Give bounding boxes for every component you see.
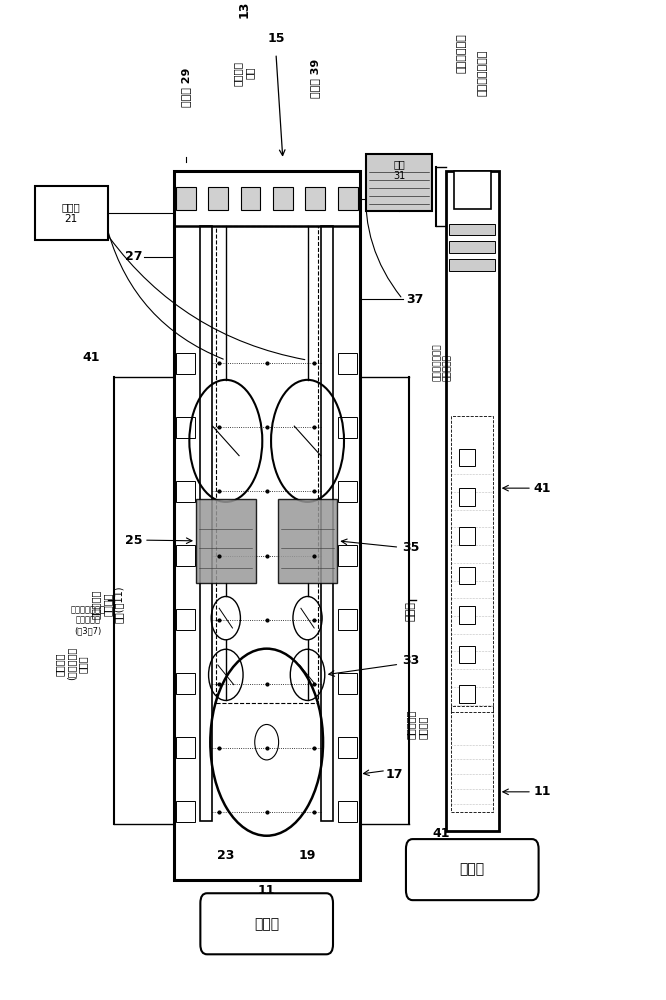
Text: 37: 37: [406, 293, 424, 306]
Text: 生物样本
(例如，尿、
全血）: 生物样本 (例如，尿、 全血）: [55, 647, 88, 680]
Text: 11: 11: [258, 884, 276, 897]
Bar: [35, 186, 107, 240]
Text: 27: 27: [125, 250, 143, 263]
Bar: [338, 737, 357, 758]
Bar: [176, 481, 195, 502]
Text: 19: 19: [299, 849, 316, 862]
Bar: [449, 241, 496, 253]
Bar: [305, 187, 325, 210]
Bar: [200, 226, 212, 821]
Bar: [176, 609, 195, 630]
Bar: [176, 353, 195, 374]
Text: 17: 17: [386, 768, 404, 781]
Bar: [454, 171, 491, 209]
Bar: [338, 609, 357, 630]
Text: 侧视图: 侧视图: [460, 863, 485, 877]
Bar: [196, 499, 256, 583]
Text: 溶液参考
电极: 溶液参考 电极: [233, 61, 254, 86]
Bar: [459, 606, 475, 624]
Bar: [321, 226, 333, 821]
Bar: [240, 187, 260, 210]
Text: 虚拟池: 虚拟池: [406, 601, 416, 621]
Text: 15: 15: [267, 32, 284, 45]
Bar: [176, 673, 195, 694]
Text: 41: 41: [533, 482, 551, 495]
Text: 预先加载的
洗涤冲液: 预先加载的 洗涤冲液: [406, 710, 428, 739]
Text: 聚合物微流体: 聚合物微流体: [457, 33, 467, 73]
Bar: [174, 171, 360, 226]
Bar: [459, 488, 475, 506]
Bar: [176, 737, 195, 758]
Bar: [278, 499, 338, 583]
Text: 11: 11: [533, 785, 551, 798]
Bar: [176, 187, 196, 210]
Bar: [451, 416, 494, 712]
Bar: [459, 685, 475, 703]
Text: 25: 25: [125, 534, 143, 547]
Bar: [459, 567, 475, 584]
Bar: [459, 449, 475, 466]
Bar: [338, 545, 357, 566]
Text: 控制
31: 控制 31: [393, 159, 406, 181]
Text: 废液池 29: 废液池 29: [180, 68, 190, 107]
Bar: [459, 646, 475, 663]
Bar: [208, 187, 228, 210]
Text: 13: 13: [237, 0, 250, 18]
Bar: [176, 417, 195, 438]
Bar: [216, 226, 318, 703]
Text: 颗粒和细胞
碎片过滤
模块(图11): 颗粒和细胞 碎片过滤 模块(图11): [91, 586, 124, 623]
Text: 废液池 39: 废液池 39: [310, 58, 320, 98]
Bar: [176, 801, 195, 822]
FancyBboxPatch shape: [406, 839, 539, 900]
Text: 顶视图: 顶视图: [254, 917, 279, 931]
Bar: [176, 545, 195, 566]
Bar: [338, 673, 357, 694]
FancyBboxPatch shape: [200, 893, 333, 954]
Bar: [174, 171, 360, 880]
Text: 41: 41: [82, 351, 100, 364]
Bar: [449, 224, 496, 235]
Text: 受体固定的多路
传感器阵列
(图3和7): 受体固定的多路 传感器阵列 (图3和7): [70, 605, 105, 635]
Text: 受体固定的多路
传感器阵列: 受体固定的多路 传感器阵列: [432, 343, 452, 381]
Text: 41: 41: [432, 827, 450, 840]
Bar: [446, 171, 499, 831]
Bar: [459, 527, 475, 545]
Bar: [451, 706, 494, 812]
Bar: [338, 801, 357, 822]
Text: 23: 23: [217, 849, 234, 862]
Text: 多路传感器芯片: 多路传感器芯片: [478, 50, 488, 96]
Bar: [338, 187, 358, 210]
Bar: [273, 187, 293, 210]
Text: 传感器
21: 传感器 21: [62, 203, 81, 224]
Text: 35: 35: [403, 541, 420, 554]
Bar: [449, 259, 496, 271]
Bar: [338, 481, 357, 502]
Bar: [338, 353, 357, 374]
Bar: [366, 154, 432, 211]
Text: 33: 33: [403, 654, 420, 667]
Bar: [338, 417, 357, 438]
